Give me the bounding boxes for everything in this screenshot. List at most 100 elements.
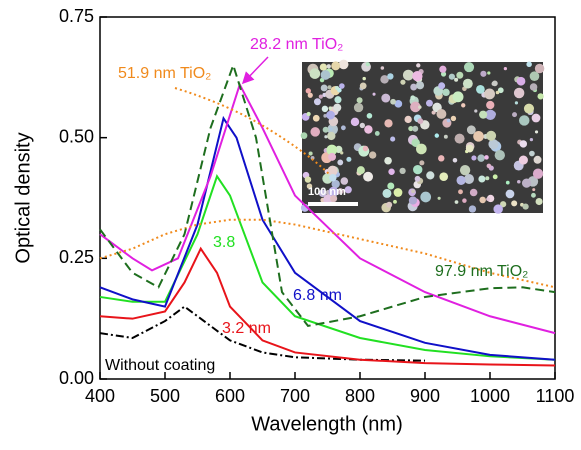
- particle: [327, 165, 338, 176]
- particle: [534, 130, 539, 134]
- particle: [461, 103, 466, 108]
- particle: [312, 114, 320, 122]
- series-line: [99, 305, 426, 362]
- particle: [380, 75, 389, 84]
- particle: [529, 71, 540, 81]
- particle: [537, 93, 544, 100]
- particle: [418, 105, 422, 109]
- particle: [462, 198, 467, 203]
- particle: [417, 118, 424, 125]
- particle: [474, 109, 478, 113]
- particle: [486, 163, 492, 169]
- particle: [305, 88, 311, 94]
- particle: [416, 143, 427, 155]
- particle: [334, 96, 342, 104]
- particle: [386, 201, 393, 208]
- particle: [526, 61, 532, 68]
- particle: [326, 144, 338, 156]
- x-tick-label: 900: [410, 386, 440, 406]
- particle: [339, 83, 345, 89]
- particle: [469, 188, 478, 197]
- plot-frame: [99, 16, 556, 380]
- particle: [337, 159, 344, 166]
- particle: [337, 188, 344, 195]
- particle: [320, 70, 331, 80]
- particle: [333, 103, 342, 112]
- particle: [387, 182, 395, 190]
- particle: [327, 85, 332, 90]
- particle: [331, 179, 340, 189]
- particle: [434, 133, 440, 138]
- particle: [521, 178, 532, 188]
- particle: [439, 65, 447, 73]
- particle: [412, 125, 419, 132]
- particle: [452, 157, 458, 163]
- particle: [414, 175, 421, 182]
- particle: [313, 98, 321, 106]
- particle: [516, 76, 526, 86]
- particle: [484, 88, 495, 100]
- particle: [310, 155, 315, 160]
- sem-inset: 100 nm: [300, 59, 545, 214]
- particle: [532, 188, 536, 192]
- particle: [356, 97, 363, 104]
- particle: [468, 205, 477, 213]
- particle: [513, 87, 525, 99]
- x-tick-label: 1000: [470, 386, 510, 406]
- particle: [372, 92, 376, 96]
- particle: [486, 197, 490, 201]
- particle: [390, 136, 396, 142]
- particle: [477, 154, 485, 162]
- particle: [307, 92, 313, 98]
- particle: [329, 127, 333, 131]
- particle: [340, 151, 344, 155]
- particle: [517, 179, 521, 184]
- particle: [484, 155, 489, 160]
- particle: [327, 123, 338, 135]
- y-axis-label: Optical density: [12, 132, 34, 263]
- particle: [412, 71, 423, 82]
- particle: [436, 109, 447, 119]
- particle: [328, 186, 339, 197]
- particle: [534, 63, 545, 74]
- particle: [495, 90, 500, 95]
- particle: [519, 115, 530, 126]
- y-tick-label: 0.25: [59, 247, 94, 267]
- particle: [529, 83, 538, 91]
- particle: [411, 138, 420, 147]
- particle: [523, 103, 535, 114]
- particle: [331, 61, 341, 71]
- particle: [318, 189, 327, 198]
- particle: [456, 175, 466, 186]
- x-tick-label: 700: [280, 386, 310, 406]
- scale-bar: [308, 202, 358, 206]
- particle: [335, 86, 339, 90]
- particle: [344, 186, 352, 194]
- particle: [359, 82, 367, 90]
- particle: [439, 172, 449, 181]
- particle: [300, 132, 308, 139]
- particle: [494, 150, 505, 161]
- series-line: [99, 115, 556, 361]
- particle: [330, 195, 338, 203]
- particle: [425, 99, 433, 107]
- particle: [519, 140, 528, 148]
- particle: [384, 119, 393, 128]
- particle: [366, 113, 373, 119]
- particle: [340, 125, 346, 131]
- particle: [532, 168, 544, 179]
- particle: [359, 122, 366, 129]
- particle: [438, 155, 445, 162]
- particle: [454, 77, 459, 82]
- particle: [420, 191, 432, 203]
- particle: [491, 80, 498, 87]
- particle: [505, 189, 515, 199]
- particle: [488, 139, 499, 150]
- particle: [479, 110, 488, 119]
- x-tick-label: 600: [215, 386, 245, 406]
- particle: [518, 155, 528, 165]
- series-line: [99, 246, 556, 367]
- series-line: [99, 81, 556, 335]
- particle: [487, 71, 491, 75]
